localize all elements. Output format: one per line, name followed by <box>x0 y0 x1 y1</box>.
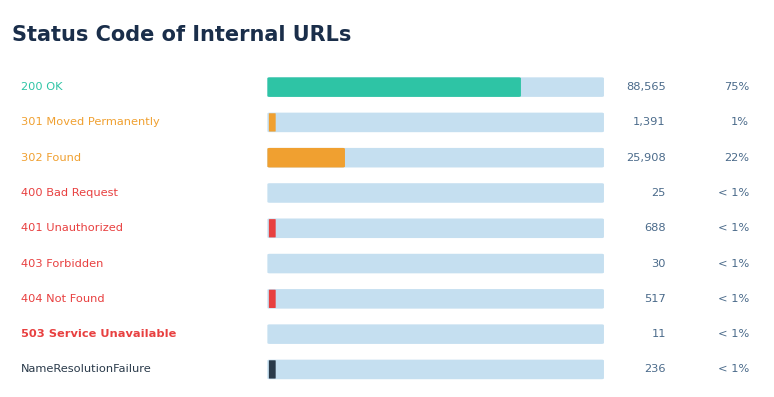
Text: 25: 25 <box>652 188 666 198</box>
Text: 200 OK: 200 OK <box>21 82 62 92</box>
Text: < 1%: < 1% <box>717 188 749 198</box>
Text: < 1%: < 1% <box>717 223 749 233</box>
Text: < 1%: < 1% <box>717 329 749 339</box>
Text: 517: 517 <box>644 294 666 304</box>
FancyBboxPatch shape <box>267 218 604 238</box>
Text: 88,565: 88,565 <box>626 82 666 92</box>
FancyBboxPatch shape <box>269 219 276 237</box>
Text: 22%: 22% <box>724 153 749 163</box>
FancyBboxPatch shape <box>267 148 345 168</box>
FancyBboxPatch shape <box>267 113 604 132</box>
Text: 301 Moved Permanently: 301 Moved Permanently <box>21 118 159 127</box>
Text: 30: 30 <box>652 258 666 268</box>
FancyBboxPatch shape <box>267 77 604 97</box>
Text: < 1%: < 1% <box>717 294 749 304</box>
Text: < 1%: < 1% <box>717 258 749 268</box>
Text: 236: 236 <box>644 364 666 374</box>
Text: 400 Bad Request: 400 Bad Request <box>21 188 118 198</box>
FancyBboxPatch shape <box>267 77 521 97</box>
FancyBboxPatch shape <box>267 324 604 344</box>
Text: 404 Not Found: 404 Not Found <box>21 294 104 304</box>
Text: 1%: 1% <box>731 118 749 127</box>
Text: 75%: 75% <box>724 82 749 92</box>
FancyBboxPatch shape <box>267 183 604 203</box>
FancyBboxPatch shape <box>269 113 276 131</box>
Text: 1,391: 1,391 <box>633 118 666 127</box>
FancyBboxPatch shape <box>269 290 276 308</box>
Text: 302 Found: 302 Found <box>21 153 80 163</box>
FancyBboxPatch shape <box>267 254 604 274</box>
FancyBboxPatch shape <box>269 360 276 379</box>
Text: 11: 11 <box>652 329 666 339</box>
Text: 401 Unauthorized: 401 Unauthorized <box>21 223 122 233</box>
Text: 688: 688 <box>644 223 666 233</box>
Text: Status Code of Internal URLs: Status Code of Internal URLs <box>12 25 351 45</box>
Text: 403 Forbidden: 403 Forbidden <box>21 258 103 268</box>
FancyBboxPatch shape <box>267 360 604 379</box>
FancyBboxPatch shape <box>267 289 604 308</box>
Text: 25,908: 25,908 <box>626 153 666 163</box>
Text: < 1%: < 1% <box>717 364 749 374</box>
Text: NameResolutionFailure: NameResolutionFailure <box>21 364 152 374</box>
Text: 503 Service Unavailable: 503 Service Unavailable <box>21 329 176 339</box>
FancyBboxPatch shape <box>267 148 604 168</box>
